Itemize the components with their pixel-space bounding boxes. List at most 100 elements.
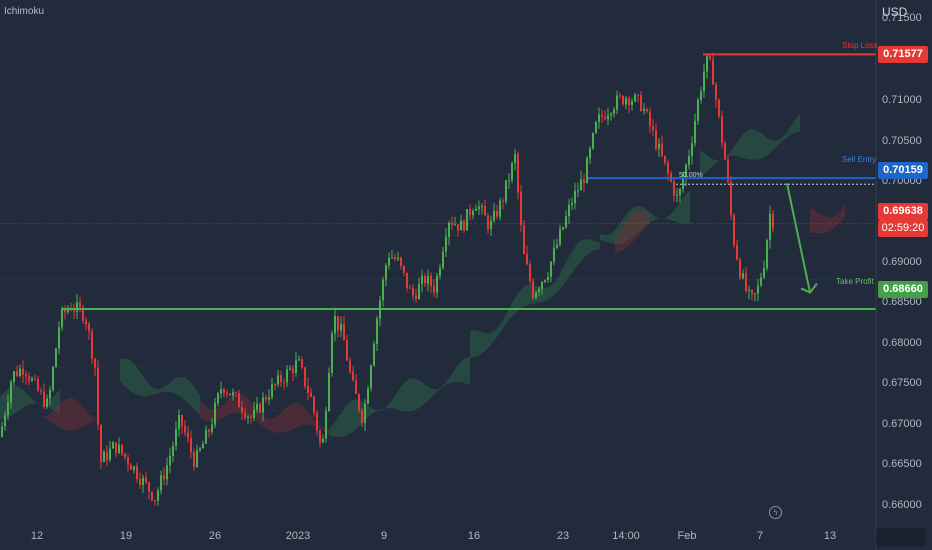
candle-body	[586, 158, 588, 183]
candle-body	[631, 101, 633, 105]
candle-body	[388, 257, 390, 266]
candle-body	[457, 224, 459, 231]
candle-body	[259, 403, 261, 413]
candle-body	[673, 181, 675, 196]
candle-body	[193, 451, 195, 467]
currency-label: USD	[882, 5, 908, 19]
candle-body	[364, 403, 366, 423]
candle-body	[1, 426, 3, 437]
candle-body	[676, 194, 678, 196]
candle-body	[82, 307, 84, 321]
candle-body	[100, 424, 102, 463]
candle-body	[724, 142, 726, 160]
candle-body	[601, 114, 603, 117]
candle-body	[334, 315, 336, 334]
x-tick-label: 23	[556, 530, 570, 542]
candle-body	[466, 209, 468, 231]
lightning-icon[interactable]: ϟ	[769, 506, 782, 519]
candlestick-series	[1, 52, 774, 506]
candle-body	[721, 116, 723, 143]
candle-body	[415, 295, 417, 300]
candle-body	[121, 444, 123, 454]
candle-body	[694, 120, 696, 144]
candle-body	[139, 479, 141, 485]
candle-body	[589, 148, 591, 159]
candle-body	[13, 371, 15, 382]
cloud-band	[615, 209, 650, 253]
candle-body	[496, 210, 498, 217]
candle-body	[625, 98, 627, 105]
candle-body	[253, 409, 255, 418]
y-tick-label: 0.66500	[882, 458, 922, 470]
y-tick-label: 0.67500	[882, 377, 922, 389]
candle-body	[727, 159, 729, 182]
candle-body	[613, 109, 615, 114]
indicator-label[interactable]: Ichimoku	[4, 6, 45, 17]
candle-body	[556, 244, 558, 248]
candle-body	[766, 240, 768, 269]
y-tick-label: 0.66000	[882, 499, 922, 511]
candle-body	[49, 389, 51, 399]
candle-body	[559, 229, 561, 245]
candle-body	[88, 323, 90, 332]
candle-body	[322, 438, 324, 443]
candle-body	[73, 310, 75, 312]
candle-body	[202, 443, 204, 449]
candle-body	[280, 375, 282, 383]
candle-body	[412, 288, 414, 296]
candle-body	[232, 392, 234, 396]
candle-body	[511, 163, 513, 181]
candle-body	[160, 475, 162, 491]
candle-body	[688, 156, 690, 165]
candle-body	[580, 179, 582, 191]
candle-body	[382, 279, 384, 301]
candle-body	[256, 403, 258, 410]
candle-body	[772, 213, 774, 228]
candle-body	[130, 464, 132, 470]
candle-body	[499, 200, 501, 217]
candle-body	[604, 116, 606, 120]
candle-body	[337, 315, 339, 331]
candle-body	[763, 268, 765, 278]
candle-body	[199, 448, 201, 451]
cloud-band	[700, 113, 800, 178]
candle-body	[367, 388, 369, 404]
candle-body	[211, 424, 213, 432]
candle-body	[106, 451, 108, 460]
candle-body	[274, 384, 276, 386]
x-tick-label: 2023	[285, 530, 311, 542]
candle-body	[592, 133, 594, 149]
candle-body	[607, 115, 609, 120]
candle-body	[196, 450, 198, 467]
candle-body	[169, 456, 171, 466]
candle-body	[394, 257, 396, 260]
candle-body	[409, 287, 411, 289]
x-tick-label: 26	[208, 530, 222, 542]
candle-body	[127, 457, 129, 465]
tradingview-logo[interactable]	[876, 528, 926, 546]
candle-body	[103, 451, 105, 463]
candle-body	[52, 367, 54, 390]
candle-body	[85, 320, 87, 324]
candle-body	[175, 429, 177, 446]
candle-body	[304, 367, 306, 386]
candle-body	[343, 323, 345, 341]
candle-body	[190, 438, 192, 452]
candle-body	[745, 273, 747, 291]
candle-body	[358, 393, 360, 411]
candle-body	[58, 327, 60, 349]
candle-body	[490, 220, 492, 230]
candle-body	[166, 465, 168, 480]
candle-body	[349, 360, 351, 372]
candle-body	[520, 192, 522, 226]
candle-body	[484, 205, 486, 216]
candle-body	[172, 445, 174, 457]
candle-body	[691, 143, 693, 157]
candle-body	[622, 95, 624, 105]
candle-body	[250, 416, 252, 418]
candle-body	[241, 407, 243, 413]
candle-body	[700, 91, 702, 100]
candle-body	[76, 302, 78, 312]
candle-body	[568, 204, 570, 217]
